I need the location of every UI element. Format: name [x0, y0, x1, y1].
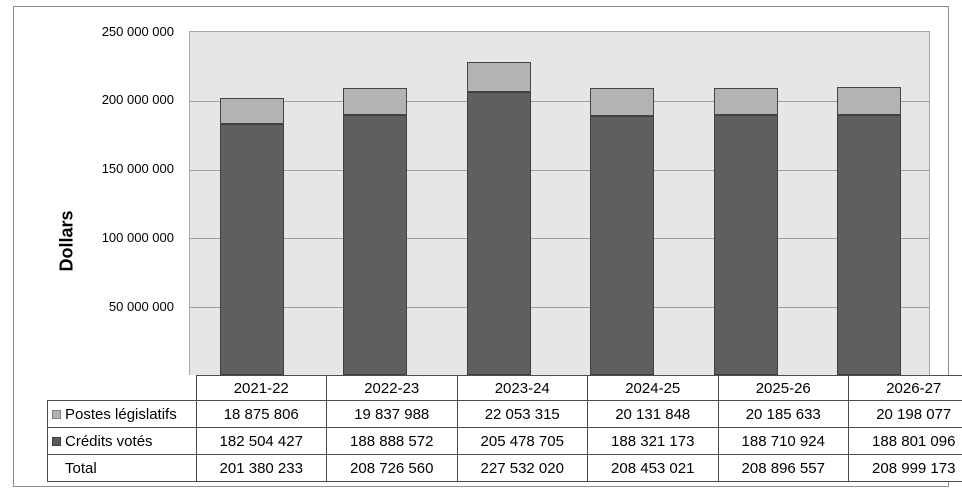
column-header-2023-24: 2023-24: [456, 375, 588, 401]
bar-segment-postes-legislatifs-2025-26: [713, 87, 778, 116]
plot-area: [189, 31, 930, 375]
gridline: [190, 100, 929, 102]
column-header-2025-26: 2025-26: [717, 375, 849, 401]
table-value-cell: 208 726 560: [326, 454, 458, 482]
column-header-2024-25: 2024-25: [587, 375, 719, 401]
table-row: Crédits votés 182 504 427 188 888 572 205 4…: [47, 427, 962, 455]
y-tick-label: 200 000 000: [101, 92, 174, 108]
row-label: Total: [47, 454, 197, 482]
bar-segment-credits-votes-2022-23: [343, 115, 408, 375]
column-header-2022-23: 2022-23: [326, 375, 458, 401]
table-value-cell: 20 198 077: [848, 400, 962, 428]
bar-segment-credits-votes-2024-25: [590, 115, 655, 375]
data-table: 2021-22 2022-23 2023-24 2024-25 2025-26 2026-…: [47, 375, 962, 482]
row-label-text: Crédits votés: [65, 432, 153, 450]
bar-segment-credits-votes-2026-27: [837, 115, 902, 375]
data-table-body: 2021-22 2022-23 2023-24 2024-25 2025-26 2026-…: [47, 375, 962, 482]
bar-segment-credits-votes-2023-24: [466, 92, 531, 375]
bar-segment-postes-legislatifs-2026-27: [837, 87, 902, 116]
table-value-cell: 188 888 572: [326, 427, 458, 455]
y-tick-label: 150 000 000: [101, 161, 174, 177]
table-value-cell: 188 321 173: [587, 427, 719, 455]
chart-frame: Dollars 50 000 000 100 000 000 150 000 000…: [13, 6, 962, 487]
table-value-cell: 20 131 848: [587, 400, 719, 428]
row-label: Postes législatifs: [47, 400, 197, 428]
bar-segment-postes-legislatifs-2023-24: [466, 61, 531, 93]
table-value-cell: 208 453 021: [587, 454, 719, 482]
table-corner-blank: [48, 376, 197, 401]
y-tick-label: 250 000 000: [101, 23, 174, 39]
legend-swatch-icon: [52, 436, 61, 446]
bar-segment-postes-legislatifs-2024-25: [590, 88, 655, 116]
table-row: Total 201 380 233 208 726 560 227 532 020 20…: [47, 454, 962, 482]
table-header-row: 2021-22 2022-23 2023-24 2024-25 2025-26 2026-…: [48, 375, 962, 401]
table-value-cell: 182 504 427: [195, 427, 327, 455]
gridline: [190, 307, 929, 309]
table-value-cell: 205 478 705: [456, 427, 588, 455]
gridline: [190, 238, 929, 240]
row-label: Crédits votés: [47, 427, 197, 455]
table-value-cell: 208 999 173: [848, 454, 962, 482]
table-value-cell: 20 185 633: [717, 400, 849, 428]
y-tick-label: 50 000 000: [108, 298, 174, 314]
table-value-cell: 19 837 988: [326, 400, 458, 428]
table-value-cell: 188 710 924: [717, 427, 849, 455]
bar-segment-postes-legislatifs-2022-23: [343, 87, 408, 116]
table-value-cell: 208 896 557: [717, 454, 849, 482]
row-label-text: Total: [65, 459, 97, 477]
bar-segment-credits-votes-2025-26: [713, 115, 778, 375]
row-label-text: Postes législatifs: [65, 405, 177, 423]
table-row: Postes législatifs 18 875 806 19 837 988 22…: [47, 400, 962, 428]
gridline: [190, 169, 929, 171]
column-header-2026-27: 2026-27: [848, 375, 962, 401]
legend-swatch-icon: [52, 409, 61, 419]
table-value-cell: 188 801 096: [848, 427, 962, 455]
table-value-cell: 201 380 233: [195, 454, 327, 482]
table-value-cell: 22 053 315: [456, 400, 588, 428]
y-tick-label: 100 000 000: [101, 229, 174, 245]
bar-segment-postes-legislatifs-2021-22: [219, 97, 284, 124]
column-header-2021-22: 2021-22: [195, 375, 327, 401]
table-value-cell: 227 532 020: [456, 454, 588, 482]
bar-segment-credits-votes-2021-22: [219, 123, 284, 375]
table-value-cell: 18 875 806: [195, 400, 327, 428]
